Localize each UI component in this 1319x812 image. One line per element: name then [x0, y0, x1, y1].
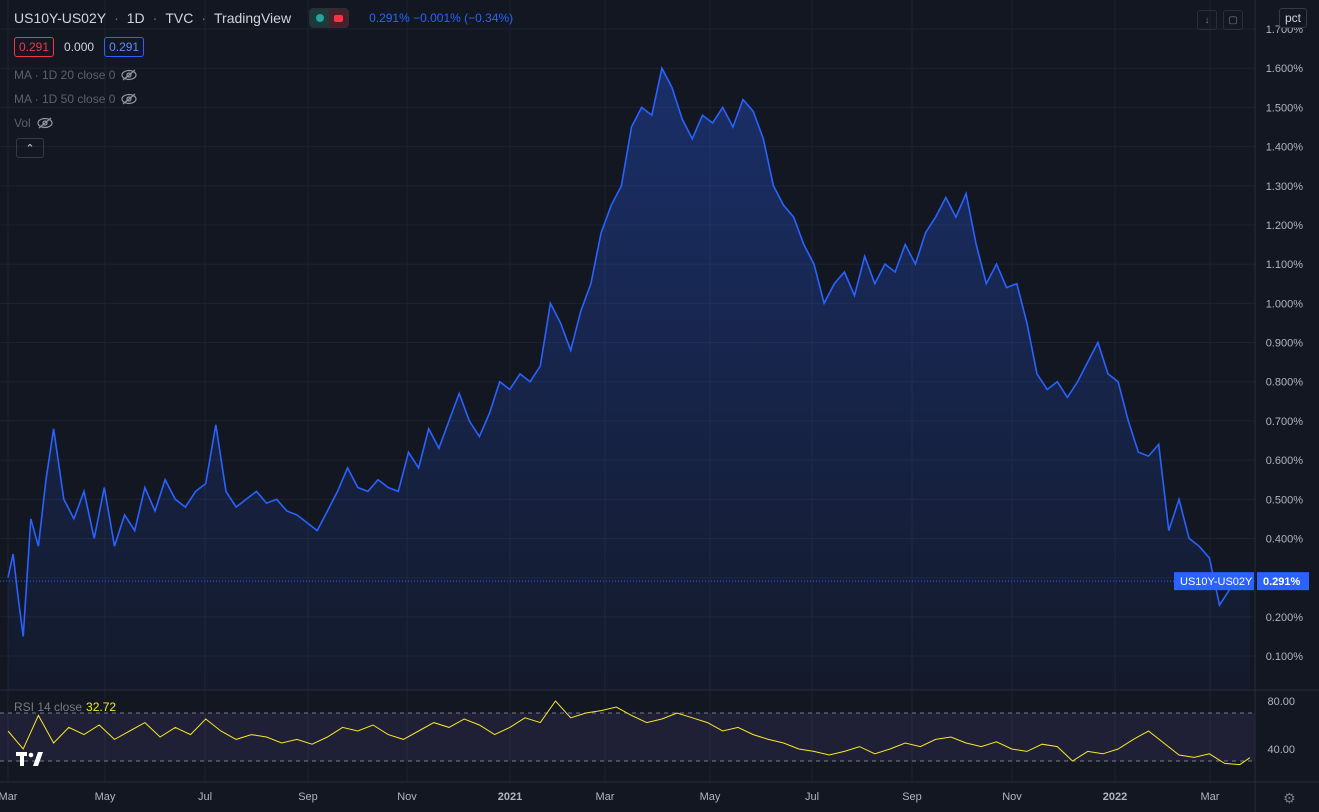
scale-mode-button[interactable]: pct [1278, 8, 1307, 28]
down-arrow-icon[interactable]: ↓ [1197, 10, 1217, 30]
exchange-label: TVC [165, 10, 194, 26]
indicator-ma20[interactable]: MA · 1D 20 close 0 [14, 68, 137, 82]
price-tag-symbol-bg [1174, 572, 1254, 591]
time-tick-label: Mar [596, 791, 615, 803]
price-tick-label: 0.400% [1266, 533, 1304, 545]
eye-off-icon[interactable] [37, 117, 53, 129]
indicator-label: MA · 1D 50 close 0 [14, 92, 116, 106]
time-tick-label: May [700, 791, 721, 803]
rsi-tick-label: 80.00 [1267, 696, 1295, 708]
price-tag: US10Y-US02Y 0.291% [1174, 572, 1309, 591]
spread-box: 0.000 [64, 40, 95, 54]
gear-icon[interactable]: ⚙ [1283, 790, 1296, 806]
symbol-name[interactable]: US10Y-US02Y [14, 10, 107, 26]
time-tick-label: 2021 [498, 791, 522, 803]
rsi-legend[interactable]: RSI 14 close 32.72 [14, 700, 116, 714]
price-area-fill [8, 68, 1250, 690]
time-scale[interactable]: Mar May Jul Sep Nov 2021 Mar May Jul Sep Nov 2022 Ma… [0, 791, 1220, 803]
chevron-up-icon: ⌃ [25, 142, 35, 155]
price-tick-label: 0.800% [1266, 377, 1304, 389]
time-tick-label: Jul [198, 791, 212, 803]
tradingview-logo-icon[interactable] [16, 750, 44, 768]
price-tick-label: 1.200% [1266, 220, 1304, 232]
price-tick-label: 0.500% [1266, 494, 1304, 506]
rsi-band-fill [0, 713, 1255, 761]
price-tick-label: 1.300% [1266, 181, 1304, 193]
sell-dot-icon [334, 14, 344, 22]
sell-price-box[interactable]: 0.291 [14, 37, 55, 57]
price-tick-label: 0.900% [1266, 338, 1304, 350]
price-tick-label: 0.700% [1266, 416, 1304, 428]
rsi-line-series [7, 700, 1251, 766]
maximize-icon[interactable]: ▢ [1223, 10, 1243, 30]
time-tick-label: Mar [1201, 791, 1220, 803]
interval-label[interactable]: 1D [126, 10, 145, 26]
price-tick-label: 1.100% [1266, 259, 1304, 271]
price-boxes: 0.291 0.000 0.291 [14, 37, 145, 57]
time-tick-label: Nov [397, 791, 417, 803]
buy-sell-toggle[interactable] [309, 8, 350, 28]
buy-price-box[interactable]: 0.291 [104, 37, 145, 57]
source-label: TradingView [214, 10, 292, 26]
time-tick-label: Nov [1002, 791, 1022, 803]
indicator-vol[interactable]: Vol [14, 116, 53, 130]
price-tick-label: 1.000% [1266, 298, 1304, 310]
time-tick-label: Sep [298, 791, 318, 803]
price-tag-value-bg [1257, 572, 1309, 591]
price-tick-label: 0.200% [1266, 612, 1304, 624]
price-line-series [7, 65, 1250, 637]
price-tag-symbol: US10Y-US02Y [1180, 576, 1253, 588]
price-tick-label: 1.500% [1266, 102, 1304, 114]
indicator-label: Vol [14, 116, 31, 130]
rsi-tick-label: 40.00 [1267, 744, 1295, 756]
eye-off-icon[interactable] [121, 69, 137, 81]
collapse-legend-button[interactable]: ⌃ [16, 138, 44, 158]
rsi-name: RSI 14 close [14, 700, 83, 714]
pane-controls: ↓ ▢ [1197, 10, 1243, 30]
symbol-legend: US10Y-US02Y · 1D · TVC · TradingView 0.2… [14, 8, 514, 28]
time-tick-label: 2022 [1103, 791, 1127, 803]
time-tick-label: Sep [902, 791, 922, 803]
price-tick-label: 0.600% [1266, 455, 1304, 467]
indicator-label: MA · 1D 20 close 0 [14, 68, 116, 82]
rsi-value: 32.72 [86, 700, 117, 714]
price-tag-value: 0.291% [1263, 576, 1301, 588]
rsi-scale[interactable]: 80.00 40.00 [1267, 696, 1295, 756]
price-scale[interactable]: 1.700%1.600%1.500%1.400%1.300%1.200%1.10… [1266, 24, 1304, 663]
indicator-ma50[interactable]: MA · 1D 50 close 0 [14, 92, 137, 106]
eye-off-icon[interactable] [121, 93, 137, 105]
price-tick-label: 1.400% [1266, 142, 1304, 154]
time-tick-label: Mar [0, 791, 18, 803]
time-tick-label: May [95, 791, 116, 803]
price-tick-label: 0.100% [1266, 651, 1304, 663]
price-tick-label: 1.600% [1266, 63, 1304, 75]
time-tick-label: Jul [805, 791, 819, 803]
price-change: 0.291% −0.001% (−0.34%) [369, 11, 514, 25]
buy-dot-icon [315, 14, 324, 22]
